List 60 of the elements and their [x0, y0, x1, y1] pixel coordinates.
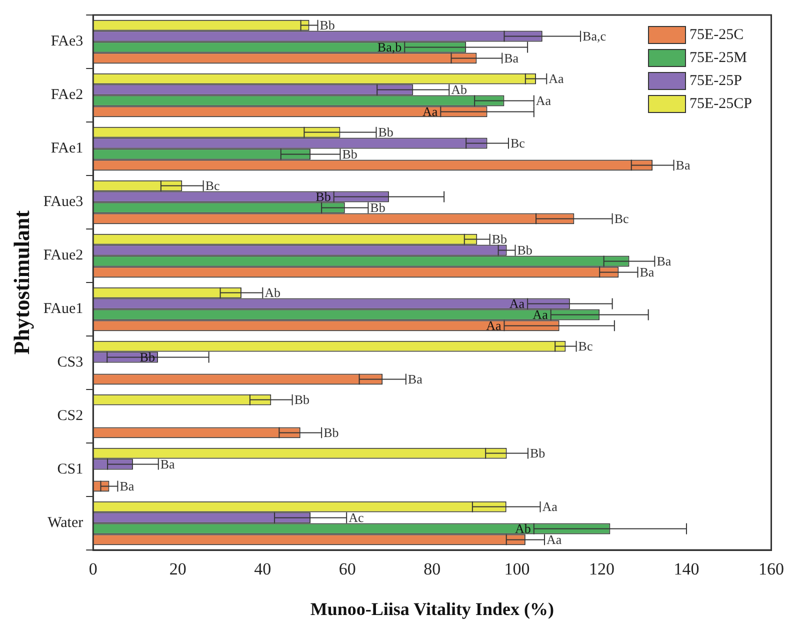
data-label: Ba — [120, 478, 134, 494]
data-label: Bb — [324, 425, 339, 440]
y-tick-label: FAue2 — [43, 248, 84, 264]
data-label: Ac — [348, 510, 364, 526]
legend-label: 75E-25CP — [689, 95, 752, 114]
data-label: Bb — [316, 189, 331, 204]
data-label: Ba — [160, 456, 176, 472]
data-label: Ba — [676, 158, 690, 173]
y-tick-label: FAe2 — [50, 87, 84, 104]
data-label: Aa — [532, 307, 548, 322]
y-tick-label: FAue3 — [43, 194, 84, 210]
x-tick-label: 100 — [504, 560, 530, 579]
y-tick-label: CS1 — [57, 462, 84, 478]
data-label: Bb — [492, 232, 507, 247]
x-tick-label: 0 — [88, 560, 98, 579]
data-label: Ba — [656, 254, 672, 269]
legend-label: 75E-25C — [689, 26, 744, 45]
data-label: Ab — [515, 521, 531, 536]
data-label: Ba — [504, 50, 519, 66]
legend-label: 75E-25M — [689, 49, 747, 68]
data-label: Ba,b — [377, 40, 402, 55]
x-tick-label: 40 — [254, 560, 272, 579]
data-label: Bb — [530, 446, 546, 461]
data-label: Bc — [578, 338, 593, 354]
data-label: Ab — [451, 82, 468, 98]
data-label: Bb — [378, 124, 394, 140]
x-tick-label: 80 — [424, 560, 441, 579]
data-label: Ba — [640, 264, 654, 280]
x-axis-title: Munoo-Liisa Vitality Index (%) — [310, 598, 554, 619]
y-tick-label: FAue1 — [43, 301, 84, 318]
data-label: Bb — [370, 200, 386, 216]
legend-label: 75E-25P — [689, 72, 742, 91]
data-label: Ab — [264, 285, 281, 300]
data-label: Ba — [408, 372, 423, 387]
data-label: Bc — [205, 178, 220, 194]
y-axis-title: Phytostimulant — [8, 210, 34, 355]
data-label: Aa — [548, 71, 564, 86]
data-label: Aa — [422, 104, 438, 120]
x-tick-label: 20 — [169, 560, 186, 579]
data-label: Aa — [486, 318, 502, 334]
y-tick-label: FAe3 — [50, 34, 84, 50]
x-tick-label: 140 — [674, 560, 700, 579]
data-label: Bc — [614, 211, 629, 226]
data-label: Aa — [542, 499, 558, 514]
y-tick-label: FAe1 — [50, 140, 84, 157]
data-label: Bb — [294, 392, 310, 408]
data-label: Aa — [509, 296, 525, 312]
data-label: Bb — [517, 242, 532, 258]
data-label: Aa — [546, 532, 562, 548]
x-tick-label: 60 — [338, 560, 356, 579]
data-label: Ba,c — [582, 28, 606, 44]
x-tick-label: 160 — [758, 560, 784, 579]
y-tick-label: CS3 — [57, 354, 84, 371]
data-label: Bc — [510, 136, 526, 151]
y-tick-label: Water — [48, 515, 84, 532]
data-label: Bb — [342, 146, 358, 162]
data-label: Aa — [536, 93, 552, 108]
x-tick-label: 120 — [588, 560, 614, 579]
data-label: Bb — [320, 18, 335, 33]
y-tick-label: CS2 — [57, 408, 84, 424]
